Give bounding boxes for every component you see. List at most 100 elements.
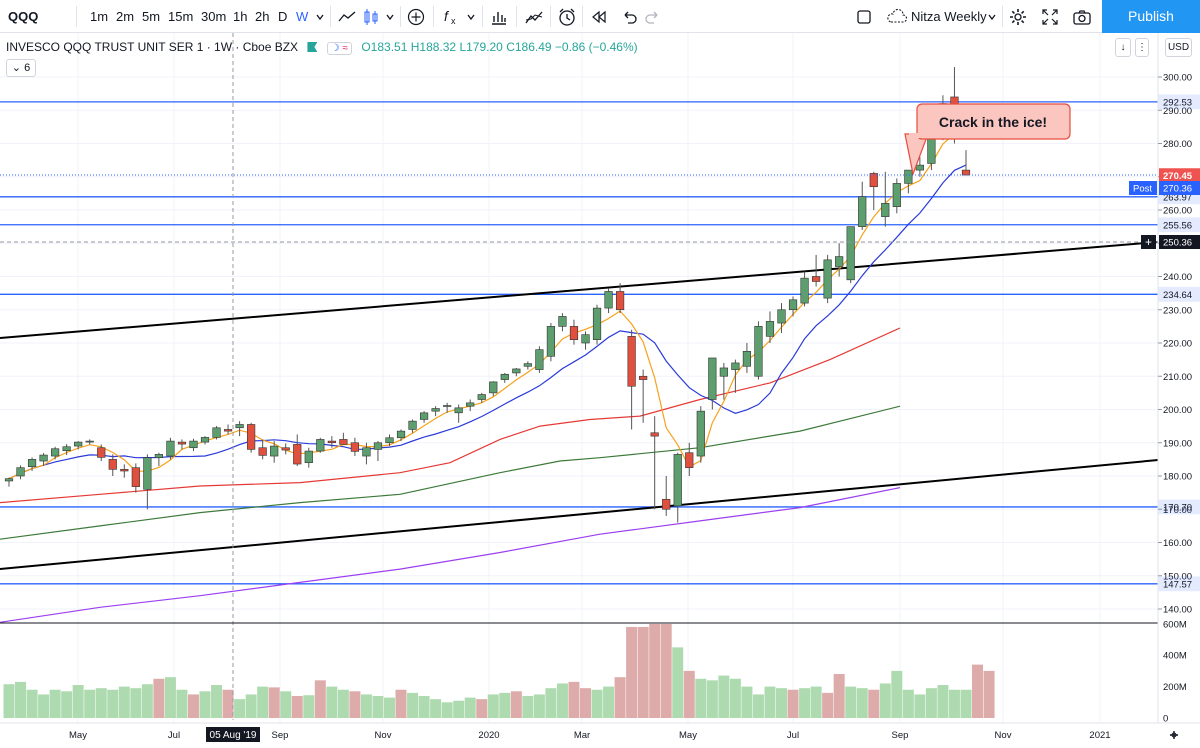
candle bbox=[558, 313, 567, 332]
candle bbox=[51, 446, 60, 460]
volume-bar bbox=[891, 670, 903, 718]
post-price-badge bbox=[1159, 181, 1200, 195]
candle bbox=[512, 367, 521, 377]
layout-dropdown-icon[interactable] bbox=[985, 0, 999, 33]
scale-down-arrow-button[interactable]: ↓ bbox=[1115, 38, 1131, 57]
financials-icon[interactable] bbox=[488, 0, 510, 33]
legend-session-toggle[interactable]: ☽ ≈ bbox=[326, 42, 352, 55]
candle bbox=[373, 441, 383, 462]
interval-w[interactable]: W bbox=[296, 9, 309, 24]
candle-body bbox=[477, 394, 486, 400]
interval-30m[interactable]: 30m bbox=[201, 9, 227, 24]
volume-bar bbox=[303, 695, 315, 718]
volume-bar bbox=[430, 699, 442, 718]
level-label-box bbox=[1158, 286, 1200, 302]
candle-body bbox=[569, 326, 579, 340]
candle-body bbox=[592, 307, 602, 340]
price-tick-label: 260.00 bbox=[1163, 206, 1192, 217]
select-checkbox-icon[interactable] bbox=[853, 0, 875, 33]
symbol-search-button[interactable]: QQQ bbox=[8, 9, 39, 24]
line-chart-icon[interactable] bbox=[336, 0, 358, 33]
candle-body bbox=[339, 439, 348, 445]
candle-body bbox=[892, 183, 901, 207]
interval-1h[interactable]: 1h bbox=[233, 9, 248, 24]
interval-2h[interactable]: 2h bbox=[255, 9, 270, 24]
candle bbox=[777, 303, 786, 334]
interval-1m[interactable]: 1m bbox=[90, 9, 109, 24]
candle bbox=[316, 437, 325, 453]
candle-body bbox=[454, 407, 463, 414]
moving-averages bbox=[0, 133, 967, 623]
horizontal-levels[interactable] bbox=[0, 101, 1158, 585]
time-axis-labels: May Jul Sep Nov 2020 Mar May Jul Sep Nov 2021 bbox=[69, 730, 1111, 741]
volume-bar bbox=[672, 647, 684, 718]
indicator-count: 6 bbox=[24, 62, 31, 74]
candle-body bbox=[373, 442, 383, 450]
legend-change: −0.86 (−0.46%) bbox=[554, 40, 638, 54]
legend-title[interactable]: INVESCO QQQ TRUST UNIT SER 1 · 1W · Cboe… bbox=[6, 40, 299, 54]
scale-options-button[interactable]: ⋮ bbox=[1135, 38, 1149, 57]
interval-2m[interactable]: 2m bbox=[116, 9, 135, 24]
interval-dropdown-icon[interactable] bbox=[313, 0, 327, 33]
toolbar-divider bbox=[550, 6, 551, 27]
volume-bar bbox=[948, 689, 960, 718]
candle bbox=[650, 416, 659, 510]
camera-icon[interactable] bbox=[1070, 0, 1094, 33]
indicators-dropdown-icon[interactable] bbox=[464, 0, 478, 33]
candle bbox=[327, 436, 336, 448]
ma-50-line bbox=[0, 327, 901, 504]
interval-5m[interactable]: 5m bbox=[142, 9, 161, 24]
alert-clock-icon[interactable] bbox=[555, 0, 579, 33]
price-tick-label: 220.00 bbox=[1163, 339, 1192, 350]
candle-body bbox=[247, 424, 256, 450]
volume-bar bbox=[983, 670, 995, 718]
volume-bar bbox=[130, 688, 142, 718]
arrow-down-icon: ↓ bbox=[1120, 42, 1126, 53]
level-label-box bbox=[1158, 499, 1200, 515]
candle-body bbox=[466, 402, 475, 407]
candles-icon[interactable] bbox=[360, 0, 382, 33]
candle bbox=[858, 181, 867, 230]
legend-open: O183.51 bbox=[361, 40, 408, 54]
fullscreen-icon[interactable] bbox=[1038, 0, 1062, 33]
candle bbox=[673, 452, 682, 523]
trendlines[interactable] bbox=[0, 241, 1158, 570]
candle-body bbox=[881, 203, 890, 217]
compare-chart-icon[interactable] bbox=[522, 0, 546, 33]
interval-15m[interactable]: 15m bbox=[168, 9, 194, 24]
chart-type-dropdown-icon[interactable] bbox=[383, 0, 397, 33]
price-chart[interactable]: Crack in the ice! 300.00 290.00 280.00 270.… bbox=[0, 33, 1200, 748]
candle-body bbox=[177, 441, 187, 445]
undo-icon[interactable] bbox=[618, 0, 640, 33]
volume-bar bbox=[164, 677, 176, 718]
candle bbox=[500, 372, 509, 383]
layout-name-button[interactable]: Nitza Weekly bbox=[911, 9, 987, 24]
settings-gear-icon[interactable] bbox=[1006, 0, 1030, 33]
time-axis-label: Mar bbox=[574, 730, 590, 741]
volume-bar bbox=[383, 697, 395, 718]
candle-body bbox=[396, 430, 406, 439]
candle bbox=[904, 169, 913, 194]
candle bbox=[581, 331, 590, 350]
redo-icon[interactable] bbox=[642, 0, 664, 33]
replay-icon[interactable] bbox=[587, 0, 611, 33]
currency-button[interactable]: USD bbox=[1165, 38, 1192, 57]
candle bbox=[708, 357, 717, 410]
price-axis[interactable] bbox=[1158, 33, 1200, 723]
interval-d[interactable]: D bbox=[278, 9, 288, 24]
candle-body bbox=[858, 196, 867, 227]
candle-body bbox=[754, 326, 763, 377]
compare-plus-icon[interactable] bbox=[405, 0, 427, 33]
time-axis-label: May bbox=[69, 730, 87, 741]
current-price-text: 270.45 bbox=[1163, 171, 1193, 182]
chevron-down-icon: ⌄ bbox=[11, 62, 22, 74]
indicators-collapse-button[interactable]: ⌄ 6 bbox=[6, 59, 36, 77]
volume-bar bbox=[752, 694, 764, 718]
scroll-to-realtime-button[interactable] bbox=[1158, 725, 1200, 746]
publish-button[interactable]: Publish bbox=[1102, 0, 1200, 33]
time-axis-label: Jul bbox=[168, 730, 180, 741]
price-tick-label: 240.00 bbox=[1163, 272, 1192, 283]
volume-bar bbox=[499, 692, 511, 718]
annotation-callout[interactable]: Crack in the ice! bbox=[904, 103, 1071, 177]
